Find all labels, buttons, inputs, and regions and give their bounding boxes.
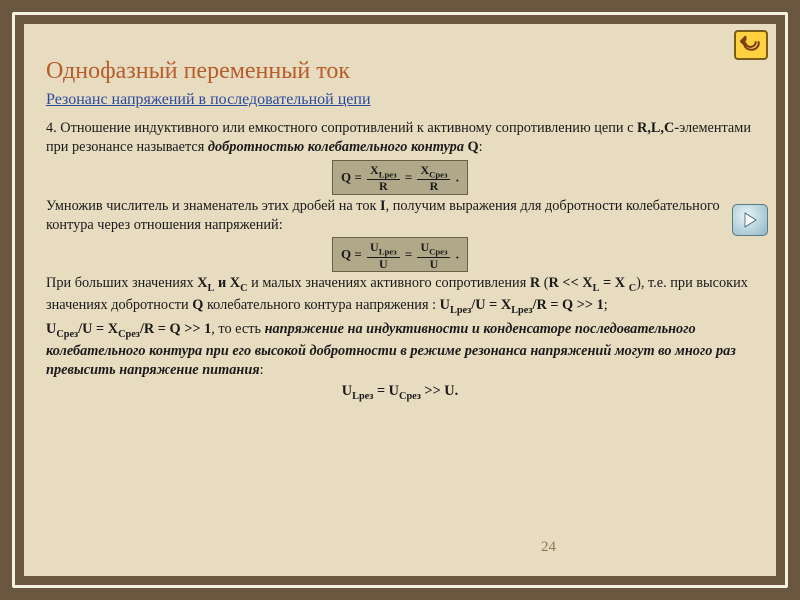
f1-frac2: XCрез R	[417, 164, 450, 193]
p3-semi: ;	[604, 297, 608, 313]
f2-num2-sub: Cрез	[429, 247, 447, 257]
formula-q-u: Q = ULрез U = UCрез U .	[332, 237, 468, 272]
content-area: 4. Отношение индуктивного или емкостного…	[46, 119, 754, 404]
f1-den2: R	[417, 180, 450, 193]
formula-q-x: Q = XLрез R = XCрез R .	[332, 160, 468, 195]
p3-c: (	[540, 275, 548, 291]
p3-e: колебательного контура напряжения :	[203, 297, 439, 313]
fe-a-sub: Lрез	[352, 391, 373, 402]
p4-c: /R = Q >> 1	[140, 321, 211, 337]
slide-subtitle: Резонанс напряжений в последовательной ц…	[46, 91, 754, 109]
paragraph-1: 4. Отношение индуктивного или емкостного…	[46, 119, 754, 158]
paragraph-3: При больших значениях XL и XC и малых зн…	[46, 274, 754, 318]
slide-body: Однофазный переменный ток Резонанс напря…	[24, 24, 776, 576]
f2-num1: U	[370, 240, 379, 254]
p3-xc-sub: C	[240, 283, 247, 294]
p1-text-a: 4. Отношение индуктивного или емкостного…	[46, 120, 637, 136]
f1-lead: Q =	[341, 169, 365, 184]
f2-frac2: UCрез U	[417, 241, 450, 270]
p3-c1-sub: Lрез	[450, 305, 471, 316]
paragraph-4: UCрез/U = XCрез/R = Q >> 1, то есть напр…	[46, 320, 754, 380]
play-icon	[742, 212, 758, 228]
p4-b: /U = X	[78, 321, 118, 337]
paragraph-2: Умножив числитель и знаменатель этих дро…	[46, 197, 754, 236]
p1-q: Q	[464, 139, 479, 155]
f2-den2: U	[417, 258, 450, 271]
p3-a: При больших значениях	[46, 275, 197, 291]
f1-num2: X	[420, 163, 429, 177]
p2-a: Умножив числитель и знаменатель этих дро…	[46, 198, 380, 214]
slide-title: Однофазный переменный ток	[46, 58, 754, 85]
f2-den1: U	[367, 258, 400, 271]
f1-dot: .	[456, 169, 459, 184]
p1-rlc: R,L,C-	[637, 120, 679, 136]
p4-a: U	[46, 321, 56, 337]
p3-c2-sub: Lрез	[511, 305, 532, 316]
f1-num1-sub: Lрез	[379, 169, 397, 179]
f2-num1-sub: Lрез	[379, 247, 397, 257]
p3-ineq-s2: C	[629, 283, 636, 294]
fe-b-sub: Cрез	[399, 391, 421, 402]
p3-su: /U = X	[471, 297, 511, 313]
p3-ineq-eq: = X	[599, 275, 628, 291]
p4-a-sub: Cрез	[56, 329, 78, 340]
p3-xl: X	[197, 275, 207, 291]
p3-sr: /R = Q >> 1	[532, 297, 603, 313]
f1-num2-sub: Cрез	[429, 169, 447, 179]
f2-lead: Q =	[341, 247, 365, 262]
back-button[interactable]	[734, 30, 768, 60]
f2-num2: U	[420, 240, 429, 254]
p3-Q: Q	[192, 297, 203, 313]
p4-colon: :	[260, 362, 264, 378]
fe-gg: >> U.	[421, 383, 458, 399]
f2-frac1: ULрез U	[367, 241, 400, 270]
p4-b-sub: Cрез	[118, 329, 140, 340]
f1-frac1: XLрез R	[367, 164, 400, 193]
p3-andxc: и X	[214, 275, 240, 291]
f1-num1: X	[370, 163, 379, 177]
fe-a: U	[342, 383, 352, 399]
play-button[interactable]	[732, 204, 768, 236]
p4-d: , то есть	[211, 321, 264, 337]
page-number: 24	[541, 539, 556, 556]
final-equation: ULрез = UCрез >> U.	[46, 382, 754, 404]
p3-R: R	[530, 275, 540, 291]
p1-term: добротностью колебательного контура	[208, 139, 464, 155]
p3-c1: U	[440, 297, 450, 313]
p3-ineq: R << X	[549, 275, 593, 291]
fe-eq1: = U	[373, 383, 399, 399]
f1-den1: R	[367, 180, 400, 193]
undo-icon	[740, 35, 762, 55]
f1-eq: =	[405, 169, 416, 184]
p3-b: и малых значениях активного сопротивлени…	[248, 275, 530, 291]
f2-eq: =	[405, 247, 416, 262]
f2-dot: .	[456, 247, 459, 262]
